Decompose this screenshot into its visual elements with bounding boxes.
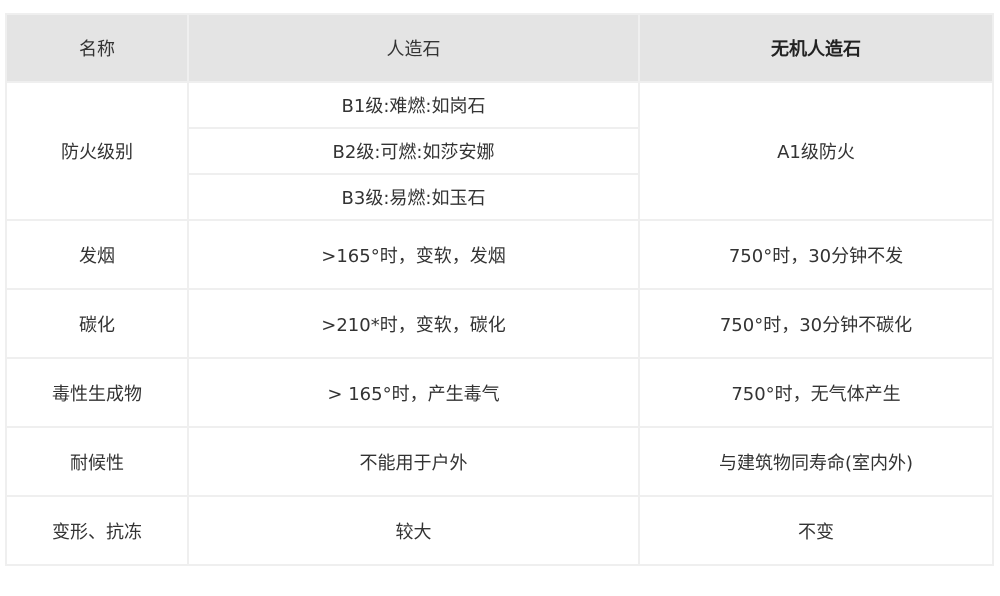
cell-artificial: >165°时，变软，发烟	[189, 221, 638, 288]
cell-inorganic: 与建筑物同寿命(室内外)	[640, 428, 992, 495]
row-label: 耐候性	[7, 428, 187, 495]
header-row: 名称 人造石 无机人造石	[7, 15, 992, 81]
cell-artificial: B2级:可燃:如莎安娜	[189, 129, 638, 173]
cell-artificial: 较大	[189, 497, 638, 564]
table-row: 发烟 >165°时，变软，发烟 750°时，30分钟不发	[7, 221, 992, 288]
cell-artificial: 不能用于户外	[189, 428, 638, 495]
row-label: 变形、抗冻	[7, 497, 187, 564]
cell-artificial: B3级:易燃:如玉石	[189, 175, 638, 219]
cell-inorganic: 750°时，30分钟不发	[640, 221, 992, 288]
table-row: 碳化 >210*时，变软，碳化 750°时，30分钟不碳化	[7, 290, 992, 357]
header-name: 名称	[7, 15, 187, 81]
cell-artificial: B1级:难燃:如岗石	[189, 83, 638, 127]
cell-artificial: >210*时，变软，碳化	[189, 290, 638, 357]
header-inorganic: 无机人造石	[640, 15, 992, 81]
cell-inorganic: 不变	[640, 497, 992, 564]
cell-inorganic: A1级防火	[640, 83, 992, 219]
table-row: 防火级别 B1级:难燃:如岗石 A1级防火	[7, 83, 992, 219]
table-row: 毒性生成物 > 165°时，产生毒气 750°时，无气体产生	[7, 359, 992, 426]
row-label: 发烟	[7, 221, 187, 288]
header-artificial: 人造石	[189, 15, 638, 81]
cell-inorganic: 750°时，无气体产生	[640, 359, 992, 426]
table-row: 耐候性 不能用于户外 与建筑物同寿命(室内外)	[7, 428, 992, 495]
table-row: 变形、抗冻 较大 不变	[7, 497, 992, 564]
comparison-table: 名称 人造石 无机人造石 防火级别 B1级:难燃:如岗石 A1级防火 B2级:可…	[5, 13, 994, 566]
row-label: 毒性生成物	[7, 359, 187, 426]
row-label: 碳化	[7, 290, 187, 357]
row-label: 防火级别	[7, 83, 187, 219]
cell-artificial: > 165°时，产生毒气	[189, 359, 638, 426]
cell-inorganic: 750°时，30分钟不碳化	[640, 290, 992, 357]
